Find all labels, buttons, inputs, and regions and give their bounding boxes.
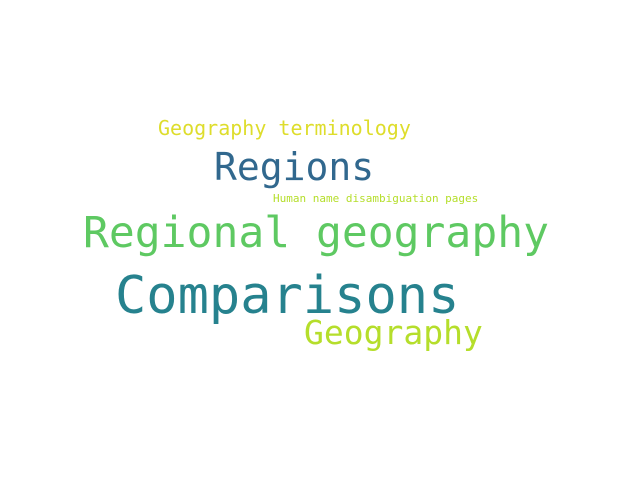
word-regions: Regions bbox=[214, 145, 375, 189]
word-comparisons: Comparisons bbox=[115, 266, 460, 326]
word-regional-geography: Regional geography bbox=[83, 208, 549, 258]
word-geography: Geography bbox=[304, 313, 483, 352]
word-geography-terminology: Geography terminology bbox=[158, 116, 411, 140]
word-human-name-disambiguation-pages: Human name disambiguation pages bbox=[273, 192, 479, 205]
